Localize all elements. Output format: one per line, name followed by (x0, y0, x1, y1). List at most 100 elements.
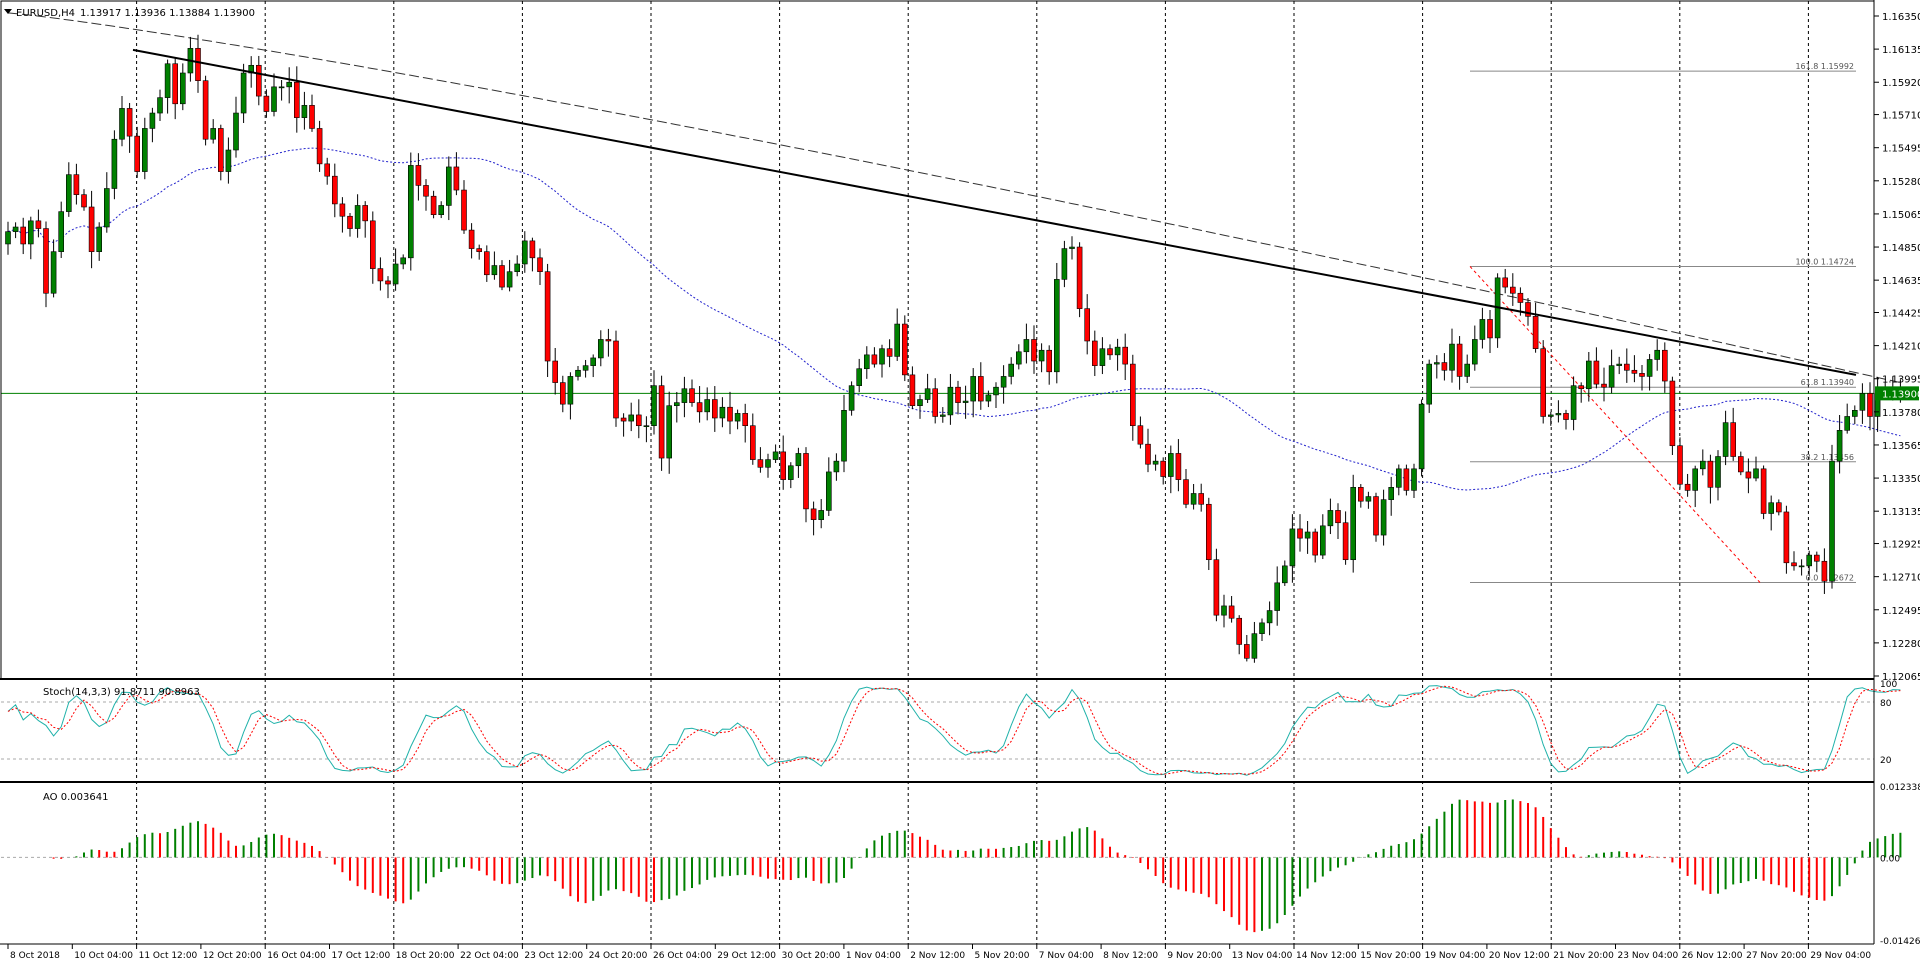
time-tick-label: 29 Oct 12:00 (717, 951, 776, 961)
candles (5, 34, 1904, 663)
candle-body (833, 460, 840, 473)
candle-body (35, 220, 42, 229)
price-tick-label: 1.15710 (1882, 111, 1920, 122)
candle-body (1137, 425, 1144, 445)
candle-body (544, 271, 551, 362)
candle-body (1289, 528, 1296, 567)
candle-body (1745, 471, 1752, 479)
candle-body (88, 206, 95, 252)
time-tick-label: 26 Oct 04:00 (653, 951, 712, 961)
candle-body (1304, 531, 1311, 539)
collapse-triangle-icon[interactable] (4, 9, 12, 14)
candle-body (651, 385, 657, 427)
candle-body (1236, 617, 1242, 645)
ma-slow-line (7, 12, 1901, 384)
candle-body (962, 400, 969, 403)
fib-level-label: 38.2 1.13456 (1801, 453, 1854, 462)
candle-body (1707, 460, 1714, 488)
candle-body (491, 265, 498, 276)
candle-body (886, 348, 893, 357)
time-tick-label: 8 Oct 2018 (10, 951, 60, 961)
time-tick-label: 26 Nov 12:00 (1682, 951, 1743, 961)
candle-body (1662, 349, 1668, 382)
candle-body (1555, 413, 1562, 416)
candle-body (438, 205, 445, 215)
candle-body (1525, 302, 1531, 317)
candle-body (27, 220, 34, 245)
candle-body (765, 459, 771, 468)
candle-body (1616, 363, 1622, 366)
candle-body (415, 165, 422, 186)
candle-body (605, 339, 612, 342)
candle-body (1593, 360, 1600, 385)
time-tick-label: 19 Nov 04:00 (1425, 951, 1486, 961)
candle-body (1396, 468, 1402, 488)
candle-body (392, 263, 399, 285)
candle-body (514, 263, 521, 272)
candle-body (848, 385, 855, 411)
candle-body (240, 72, 247, 114)
candle-body (1517, 292, 1524, 303)
candle-body (1190, 493, 1197, 505)
candle-body (620, 417, 627, 422)
candle-body (795, 453, 802, 467)
time-tick-label: 1 Nov 04:00 (846, 951, 901, 961)
time-tick-label: 5 Nov 20:00 (975, 951, 1030, 961)
candle-body (1669, 380, 1676, 447)
candle-body (1791, 562, 1797, 567)
candle-body (1107, 348, 1113, 356)
price-tick-label: 1.16350 (1882, 12, 1920, 23)
candle-body (1852, 410, 1858, 417)
candle-body (917, 399, 923, 406)
candle-body (1282, 565, 1288, 584)
candle-body (377, 268, 384, 282)
candle-body (567, 376, 574, 405)
candle-body (225, 149, 232, 172)
ao-panel (1, 799, 1902, 933)
time-tick-label: 29 Nov 04:00 (1810, 951, 1871, 961)
candle-body (195, 48, 201, 81)
candle-body (939, 414, 946, 417)
candle-body (164, 63, 171, 98)
time-tick-label: 24 Oct 20:00 (589, 951, 648, 961)
candle-body (1099, 348, 1106, 366)
candle-body (1160, 460, 1166, 477)
candle-body (1320, 525, 1326, 556)
candle-body (1008, 363, 1015, 377)
time-tick-label: 12 Oct 20:00 (203, 951, 262, 961)
candle-body (1722, 422, 1729, 457)
candle-body (681, 388, 688, 403)
candle-body (354, 205, 361, 229)
candle-body (233, 112, 239, 151)
candle-body (1783, 511, 1790, 564)
symbol-label: EURUSD,H4 (16, 8, 75, 19)
candle-body (1266, 610, 1273, 624)
stoch-signal-line (7, 685, 1901, 775)
candle-body (1130, 363, 1136, 427)
candle-body (734, 413, 741, 422)
trendline[interactable] (132, 48, 1857, 376)
candle-body (590, 357, 597, 366)
candle-body (134, 135, 140, 172)
price-tick-label: 1.15495 (1882, 144, 1920, 155)
candle-body (818, 510, 825, 520)
candle-body (537, 257, 543, 272)
candle-body (1821, 560, 1828, 582)
candle-body (1342, 522, 1349, 561)
candle-body (1418, 403, 1425, 470)
candle-body (309, 105, 315, 129)
candle-body (1548, 414, 1554, 417)
current-price-label: 1.13900 (1882, 389, 1920, 400)
candle-body (1084, 308, 1090, 342)
candle-body (1221, 605, 1227, 616)
stoch-label: Stoch(14,3,3) 91.8711 90.8963 (43, 687, 200, 698)
trendline-group[interactable] (132, 48, 1857, 376)
candle-body (856, 368, 863, 386)
candle-body (1753, 468, 1759, 479)
candle-body (1677, 445, 1683, 485)
candle-body (1806, 554, 1812, 567)
time-tick-label: 7 Nov 04:00 (1039, 951, 1094, 961)
candle-body (1532, 316, 1539, 349)
candle-body (1578, 385, 1584, 390)
